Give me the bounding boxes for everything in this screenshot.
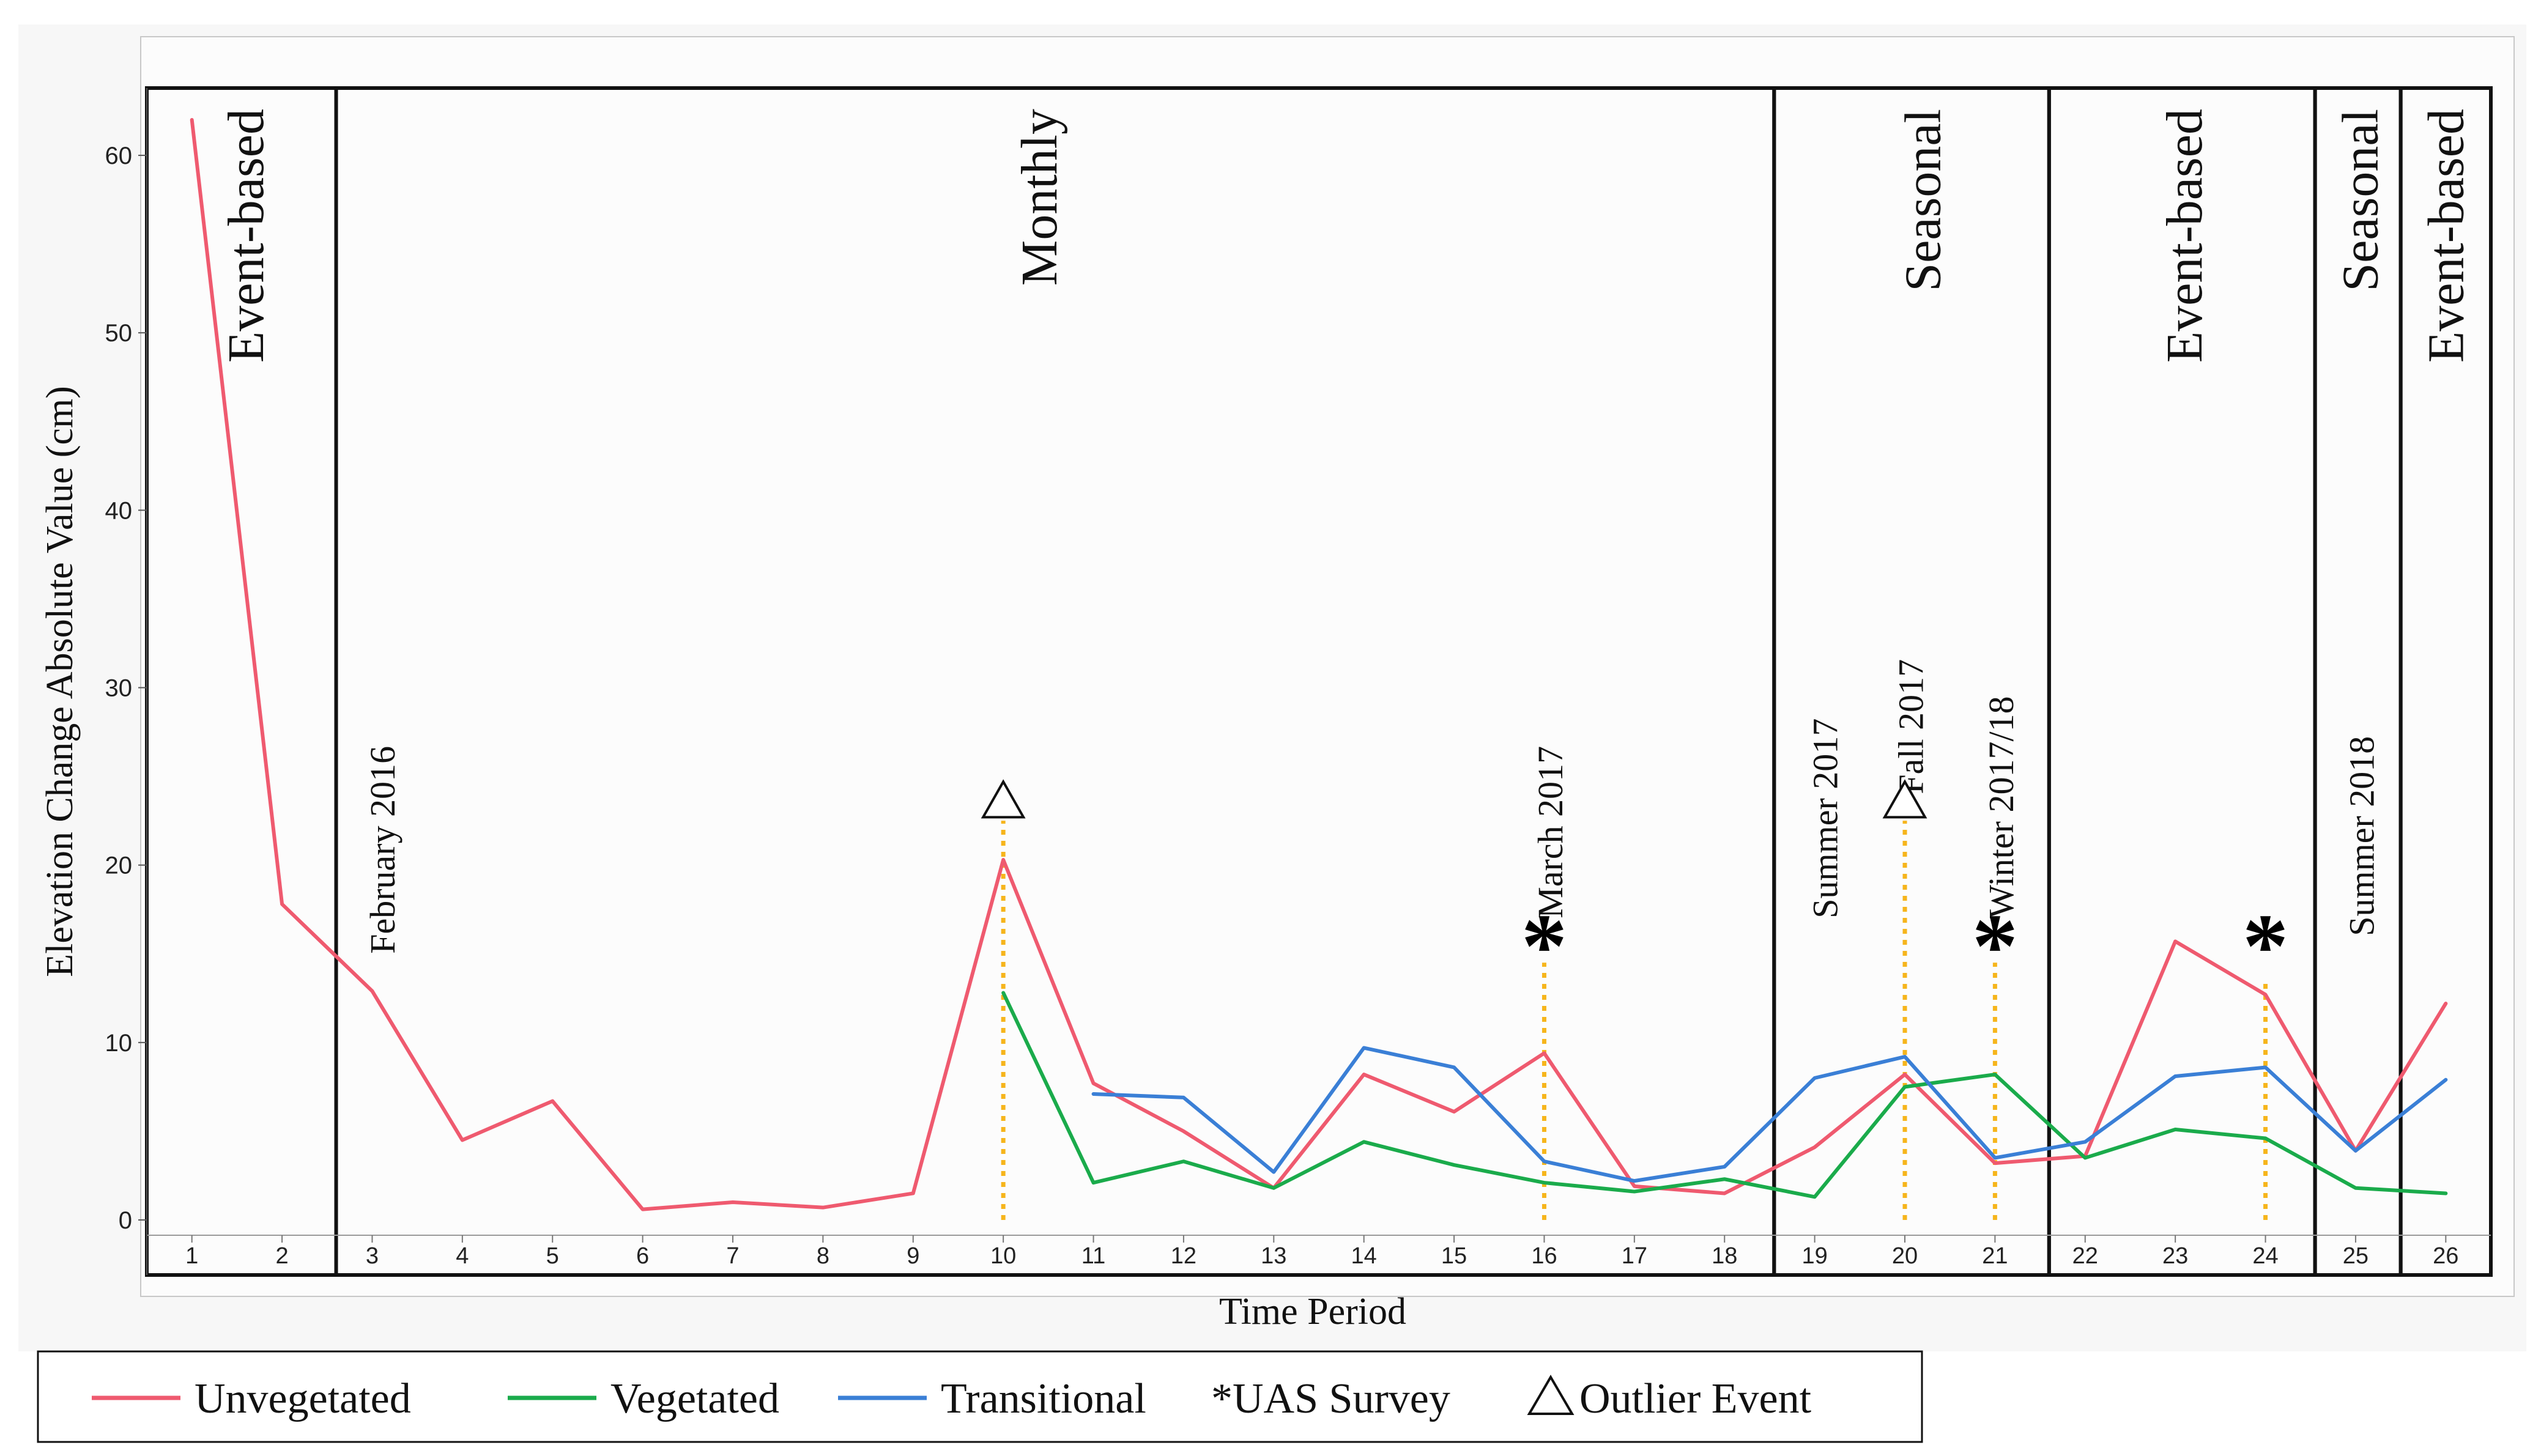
x-tick-label: 25 [2343,1243,2369,1269]
x-tick-label: 19 [1801,1243,1827,1269]
x-tick-label: 3 [366,1243,379,1269]
annotation-5: Winter 2017/18 [1981,696,2021,918]
x-tick-label: 13 [1261,1243,1286,1269]
x-tick-label: 16 [1531,1243,1557,1269]
uas-survey-asterisk: * [1972,895,2018,997]
x-tick-label: 6 [636,1243,649,1269]
legend-label: Vegetated [610,1375,779,1422]
x-tick-label: 8 [817,1243,829,1269]
x-tick-label: 18 [1712,1243,1737,1269]
x-tick-label: 4 [456,1243,469,1269]
legend-label: Transitional [941,1375,1146,1422]
y-tick-label: 30 [105,675,133,702]
x-tick-label: 14 [1351,1243,1377,1269]
period-label-3: Seasonal [1894,109,1951,292]
y-tick-label: 20 [105,852,133,879]
x-tick-label: 23 [2162,1243,2188,1269]
annotation-4: Fall 2017 [1891,659,1931,794]
legend-label: *UAS Survey [1211,1375,1450,1422]
y-tick-label: 0 [119,1207,132,1234]
y-tick-label: 50 [105,320,133,347]
y-tick-label: 10 [105,1030,133,1057]
legend-label: Outlier Event [1579,1375,1812,1422]
x-tick-label: 7 [726,1243,739,1269]
period-label-1: Event-based [218,109,275,363]
period-label-5: Seasonal [2332,109,2389,292]
x-tick-label: 20 [1892,1243,1918,1269]
legend-label: Unvegetated [195,1375,411,1422]
uas-survey-asterisk: * [1521,895,1567,997]
x-tick-label: 1 [185,1243,198,1269]
x-tick-label: 17 [1622,1243,1647,1269]
annotation-1: February 2016 [363,746,402,954]
uas-survey-asterisk: * [2242,895,2288,997]
x-tick-label: 11 [1081,1243,1105,1269]
period-label-4: Event-based [2156,109,2213,363]
x-tick-label: 24 [2252,1243,2278,1269]
annotation-2: March 2017 [1530,746,1570,918]
x-tick-label: 5 [546,1243,559,1269]
x-tick-label: 9 [907,1243,919,1269]
x-tick-label: 12 [1171,1243,1196,1269]
y-tick-label: 60 [105,142,133,169]
x-tick-label: 21 [1982,1243,2008,1269]
x-tick-label: 2 [276,1243,289,1269]
annotation-6: Summer 2018 [2342,736,2381,936]
x-axis-title: Time Period [1219,1291,1406,1332]
period-label-2: Monthly [1011,109,1068,286]
x-tick-label: 15 [1441,1243,1467,1269]
x-tick-label: 22 [2072,1243,2098,1269]
x-tick-label: 26 [2433,1243,2458,1269]
x-tick-label: 10 [990,1243,1016,1269]
legend: Unvegetated Vegetated Transitional *UAS Sur… [38,1351,1922,1442]
y-axis-title: Elevation Change Absolute Value (cm) [39,386,81,977]
y-tick-label: 40 [105,497,133,524]
annotation-3: Summer 2017 [1805,719,1845,918]
period-label-6: Event-based [2417,109,2474,363]
